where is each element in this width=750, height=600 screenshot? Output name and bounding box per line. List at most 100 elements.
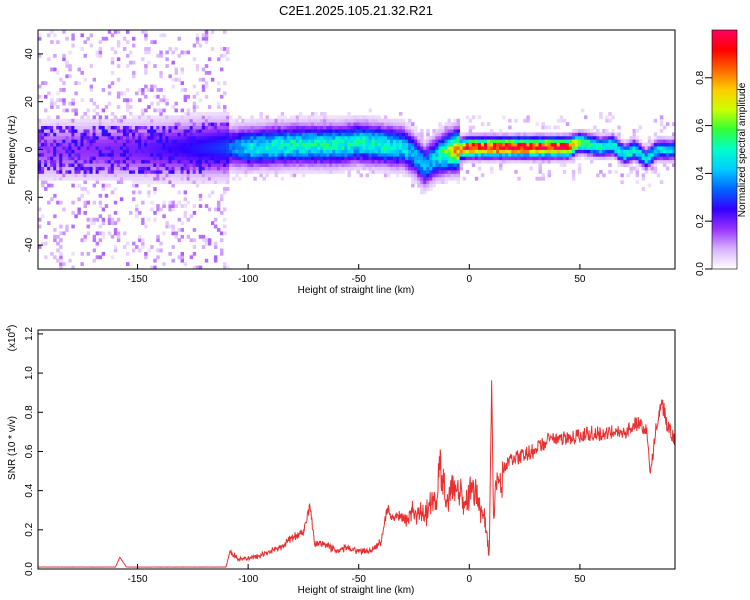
heatmap-cell [201,142,206,147]
heatmap-cell [44,146,48,150]
heatmap-cell [150,169,154,174]
heatmap-cell [459,135,464,140]
heatmap-cell [50,152,54,157]
heatmap-cell [101,149,106,154]
heatmap-cell [441,163,445,167]
heatmap-cell [383,125,388,130]
heatmap-cell [383,152,388,157]
heatmap-cell [198,111,203,116]
heatmap-cell [189,180,194,185]
heatmap-cell [153,64,157,68]
heatmap-cell [671,135,675,140]
heatmap-cell [271,146,275,150]
heatmap-cell [465,159,470,164]
heatmap-cell [220,129,224,133]
heatmap-cell [635,152,639,157]
heatmap-cell [92,183,97,188]
heatmap-cell [277,122,282,126]
heatmap-cell [629,149,633,154]
heatmap-cell [614,135,618,140]
heatmap-cell [159,149,163,154]
heatmap-cell [344,129,348,133]
heatmap-cell [192,265,197,269]
heatmap-cell [468,132,473,137]
heatmap-cell [192,163,197,167]
heatmap-cell [587,132,591,137]
heatmap-cell [89,129,93,133]
heatmap-cell [247,118,251,123]
heatmap-cell [41,146,45,150]
heatmap-cell [47,118,51,123]
heatmap-cell [623,146,627,150]
heatmap-cell [459,149,464,154]
heatmap-cell [83,156,87,161]
heatmap-cell [301,115,306,120]
heatmap-cell [113,132,118,137]
heatmap-cell [429,169,433,174]
heatmap-cell [326,156,330,161]
heatmap-cell [153,163,157,167]
heatmap-cell [235,159,239,164]
heatmap-cell [541,122,545,126]
heatmap-cell [104,135,109,140]
heatmap-cell [229,135,233,140]
heatmap-cell [220,139,224,144]
heatmap-cell [292,139,297,144]
heatmap-cell [584,146,588,150]
heatmap-cell [77,139,81,144]
heatmap-cell [398,163,403,167]
heatmap-cell [398,129,403,133]
heatmap-cell [547,152,552,157]
heatmap-cell [44,176,48,181]
heatmap-cell [426,169,430,174]
heatmap-cell [223,231,227,236]
heatmap-cell [559,142,564,147]
heatmap-cell [274,125,279,130]
heatmap-cell [107,156,112,161]
heatmap-cell [562,132,567,137]
heatmap-cell [83,40,87,45]
heatmap-cell [226,125,230,130]
y-tick-label: 1.0 [24,366,35,380]
heatmap-cell [265,146,269,150]
heatmap-cell [402,156,406,161]
heatmap-cell [171,84,175,89]
heatmap-cell [347,135,351,140]
heatmap-cell [229,159,233,164]
heatmap-cell [92,108,97,113]
heatmap-cell [95,129,100,133]
heatmap-cell [144,166,148,171]
heatmap-cell [438,142,442,147]
heatmap-cell [95,125,100,130]
heatmap-cell [116,180,121,185]
heatmap-cell [101,251,106,256]
heatmap-cell [368,122,373,126]
heatmap-cell [177,149,181,154]
heatmap-cell [59,152,63,157]
heatmap-cell [268,166,272,171]
heatmap-cell [41,81,45,86]
heatmap-cell [153,40,157,45]
heatmap-cell [38,149,42,154]
heatmap-cell [183,142,188,147]
heatmap-cell [259,132,263,137]
heatmap-cell [74,166,78,171]
heatmap-cell [207,169,212,174]
heatmap-cell [101,163,106,167]
heatmap-cell [201,176,206,181]
heatmap-cell [162,200,166,205]
heatmap-cell [174,115,178,120]
heatmap-cell [489,159,494,164]
heatmap-cell [220,53,224,58]
heatmap-cell [189,159,194,164]
heatmap-cell [162,132,166,137]
heatmap-cell [547,142,552,147]
heatmap-cell [129,135,133,140]
heatmap-cell [571,139,576,144]
heatmap-cell [662,146,667,150]
heatmap-cell [650,149,655,154]
heatmap-cell [80,152,84,157]
heatmap-cell [441,159,445,164]
heatmap-cell [520,146,524,150]
heatmap-cell [414,169,418,174]
